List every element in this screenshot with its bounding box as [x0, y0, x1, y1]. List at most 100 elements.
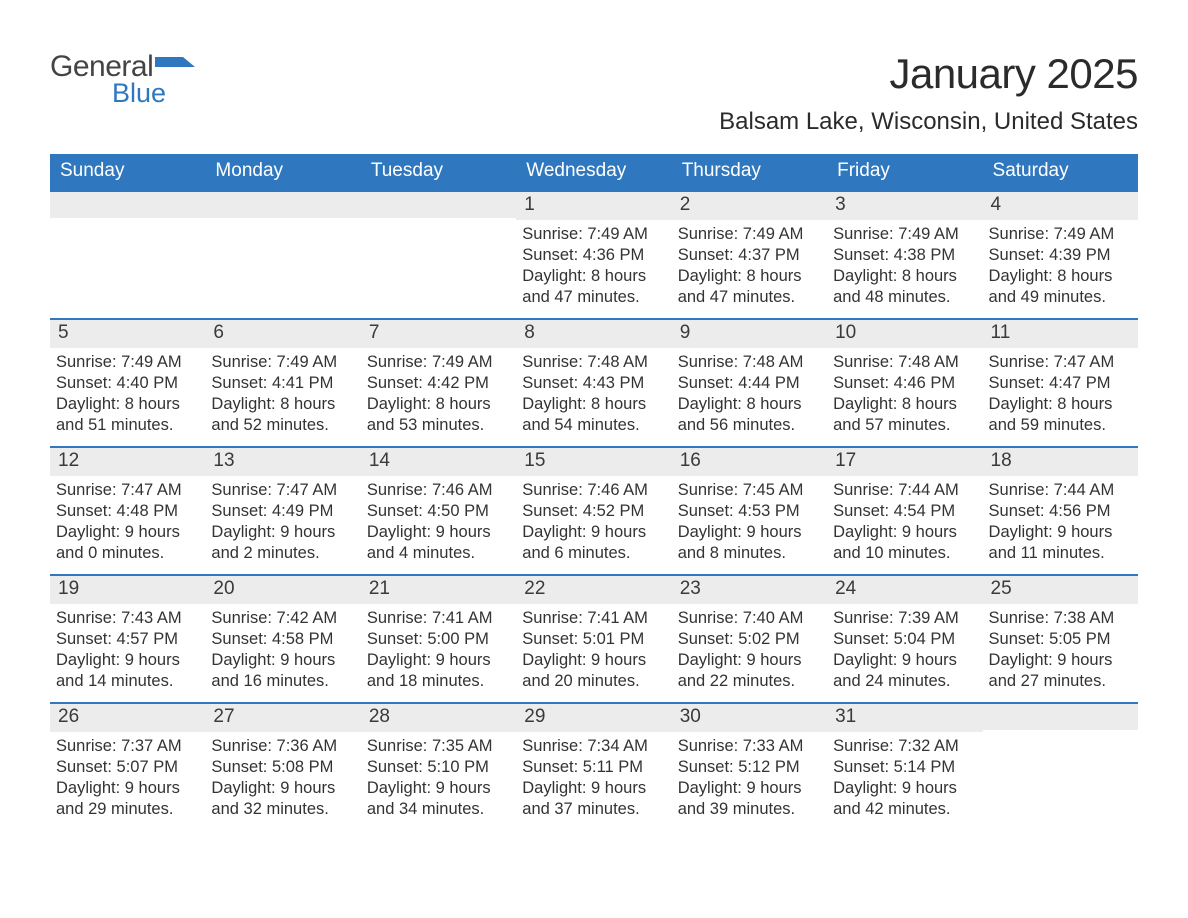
day-number: 31 [827, 704, 982, 732]
sunset-text: Sunset: 4:44 PM [678, 373, 821, 394]
day-number: 30 [672, 704, 827, 732]
day-number: 16 [672, 448, 827, 476]
daylight-text: Daylight: 9 hours and 37 minutes. [522, 778, 665, 820]
daylight-text: Daylight: 8 hours and 49 minutes. [989, 266, 1132, 308]
day-number: 14 [361, 448, 516, 476]
calendar-day-cell: 31Sunrise: 7:32 AMSunset: 5:14 PMDayligh… [827, 703, 982, 831]
sunrise-text: Sunrise: 7:49 AM [522, 224, 665, 245]
day-details: Sunrise: 7:48 AMSunset: 4:46 PMDaylight:… [827, 348, 982, 442]
calendar-day-cell: 10Sunrise: 7:48 AMSunset: 4:46 PMDayligh… [827, 319, 982, 447]
day-number: 7 [361, 320, 516, 348]
sunset-text: Sunset: 4:54 PM [833, 501, 976, 522]
daylight-text: Daylight: 9 hours and 11 minutes. [989, 522, 1132, 564]
day-details: Sunrise: 7:34 AMSunset: 5:11 PMDaylight:… [516, 732, 671, 826]
day-details: Sunrise: 7:33 AMSunset: 5:12 PMDaylight:… [672, 732, 827, 826]
day-number: 8 [516, 320, 671, 348]
sunrise-text: Sunrise: 7:37 AM [56, 736, 199, 757]
daylight-text: Daylight: 9 hours and 0 minutes. [56, 522, 199, 564]
daylight-text: Daylight: 9 hours and 18 minutes. [367, 650, 510, 692]
calendar-day-cell: 14Sunrise: 7:46 AMSunset: 4:50 PMDayligh… [361, 447, 516, 575]
day-details: Sunrise: 7:40 AMSunset: 5:02 PMDaylight:… [672, 604, 827, 698]
title-block: January 2025 Balsam Lake, Wisconsin, Uni… [719, 50, 1138, 136]
daylight-text: Daylight: 8 hours and 48 minutes. [833, 266, 976, 308]
sunrise-text: Sunrise: 7:33 AM [678, 736, 821, 757]
day-details: Sunrise: 7:49 AMSunset: 4:39 PMDaylight:… [983, 220, 1138, 314]
sunset-text: Sunset: 4:39 PM [989, 245, 1132, 266]
sunset-text: Sunset: 4:47 PM [989, 373, 1132, 394]
calendar-day-cell [983, 703, 1138, 831]
calendar-day-cell [50, 191, 205, 319]
calendar-day-cell: 18Sunrise: 7:44 AMSunset: 4:56 PMDayligh… [983, 447, 1138, 575]
calendar-day-cell: 28Sunrise: 7:35 AMSunset: 5:10 PMDayligh… [361, 703, 516, 831]
calendar-day-cell: 25Sunrise: 7:38 AMSunset: 5:05 PMDayligh… [983, 575, 1138, 703]
day-number: 27 [205, 704, 360, 732]
day-number: 13 [205, 448, 360, 476]
day-number [205, 192, 360, 218]
calendar-week-row: 12Sunrise: 7:47 AMSunset: 4:48 PMDayligh… [50, 447, 1138, 575]
day-number: 29 [516, 704, 671, 732]
sunrise-text: Sunrise: 7:34 AM [522, 736, 665, 757]
day-details: Sunrise: 7:41 AMSunset: 5:01 PMDaylight:… [516, 604, 671, 698]
day-details: Sunrise: 7:35 AMSunset: 5:10 PMDaylight:… [361, 732, 516, 826]
day-number: 2 [672, 192, 827, 220]
day-number: 21 [361, 576, 516, 604]
day-number: 12 [50, 448, 205, 476]
daylight-text: Daylight: 9 hours and 24 minutes. [833, 650, 976, 692]
sunrise-text: Sunrise: 7:49 AM [989, 224, 1132, 245]
calendar-day-cell: 22Sunrise: 7:41 AMSunset: 5:01 PMDayligh… [516, 575, 671, 703]
daylight-text: Daylight: 8 hours and 51 minutes. [56, 394, 199, 436]
day-number: 23 [672, 576, 827, 604]
day-number: 6 [205, 320, 360, 348]
day-header: Friday [827, 154, 982, 191]
sunset-text: Sunset: 5:01 PM [522, 629, 665, 650]
day-details: Sunrise: 7:48 AMSunset: 4:43 PMDaylight:… [516, 348, 671, 442]
daylight-text: Daylight: 8 hours and 57 minutes. [833, 394, 976, 436]
day-header: Monday [205, 154, 360, 191]
calendar-day-cell [361, 191, 516, 319]
sunrise-text: Sunrise: 7:47 AM [989, 352, 1132, 373]
daylight-text: Daylight: 9 hours and 29 minutes. [56, 778, 199, 820]
day-details: Sunrise: 7:49 AMSunset: 4:41 PMDaylight:… [205, 348, 360, 442]
sunset-text: Sunset: 5:14 PM [833, 757, 976, 778]
daylight-text: Daylight: 9 hours and 34 minutes. [367, 778, 510, 820]
sunset-text: Sunset: 5:05 PM [989, 629, 1132, 650]
sunrise-text: Sunrise: 7:47 AM [56, 480, 199, 501]
sunrise-text: Sunrise: 7:39 AM [833, 608, 976, 629]
daylight-text: Daylight: 9 hours and 27 minutes. [989, 650, 1132, 692]
day-number: 28 [361, 704, 516, 732]
sunset-text: Sunset: 4:37 PM [678, 245, 821, 266]
sunrise-text: Sunrise: 7:46 AM [522, 480, 665, 501]
sunset-text: Sunset: 5:11 PM [522, 757, 665, 778]
day-number [361, 192, 516, 218]
day-details: Sunrise: 7:43 AMSunset: 4:57 PMDaylight:… [50, 604, 205, 698]
calendar-day-cell: 8Sunrise: 7:48 AMSunset: 4:43 PMDaylight… [516, 319, 671, 447]
calendar-day-cell: 5Sunrise: 7:49 AMSunset: 4:40 PMDaylight… [50, 319, 205, 447]
day-header: Sunday [50, 154, 205, 191]
calendar-day-cell: 20Sunrise: 7:42 AMSunset: 4:58 PMDayligh… [205, 575, 360, 703]
day-details: Sunrise: 7:46 AMSunset: 4:52 PMDaylight:… [516, 476, 671, 570]
daylight-text: Daylight: 8 hours and 56 minutes. [678, 394, 821, 436]
sunrise-text: Sunrise: 7:44 AM [989, 480, 1132, 501]
calendar-day-cell: 13Sunrise: 7:47 AMSunset: 4:49 PMDayligh… [205, 447, 360, 575]
day-header: Saturday [983, 154, 1138, 191]
sunrise-text: Sunrise: 7:49 AM [56, 352, 199, 373]
daylight-text: Daylight: 9 hours and 20 minutes. [522, 650, 665, 692]
daylight-text: Daylight: 9 hours and 8 minutes. [678, 522, 821, 564]
calendar-day-cell: 12Sunrise: 7:47 AMSunset: 4:48 PMDayligh… [50, 447, 205, 575]
day-number: 9 [672, 320, 827, 348]
day-details: Sunrise: 7:45 AMSunset: 4:53 PMDaylight:… [672, 476, 827, 570]
calendar-week-row: 26Sunrise: 7:37 AMSunset: 5:07 PMDayligh… [50, 703, 1138, 831]
calendar-day-cell: 2Sunrise: 7:49 AMSunset: 4:37 PMDaylight… [672, 191, 827, 319]
sunset-text: Sunset: 4:38 PM [833, 245, 976, 266]
sunset-text: Sunset: 5:12 PM [678, 757, 821, 778]
daylight-text: Daylight: 8 hours and 53 minutes. [367, 394, 510, 436]
sunset-text: Sunset: 4:56 PM [989, 501, 1132, 522]
sunset-text: Sunset: 4:57 PM [56, 629, 199, 650]
calendar-day-cell: 7Sunrise: 7:49 AMSunset: 4:42 PMDaylight… [361, 319, 516, 447]
calendar-day-cell: 27Sunrise: 7:36 AMSunset: 5:08 PMDayligh… [205, 703, 360, 831]
sunset-text: Sunset: 4:46 PM [833, 373, 976, 394]
day-details: Sunrise: 7:32 AMSunset: 5:14 PMDaylight:… [827, 732, 982, 826]
day-details: Sunrise: 7:49 AMSunset: 4:40 PMDaylight:… [50, 348, 205, 442]
daylight-text: Daylight: 9 hours and 39 minutes. [678, 778, 821, 820]
day-number [50, 192, 205, 218]
